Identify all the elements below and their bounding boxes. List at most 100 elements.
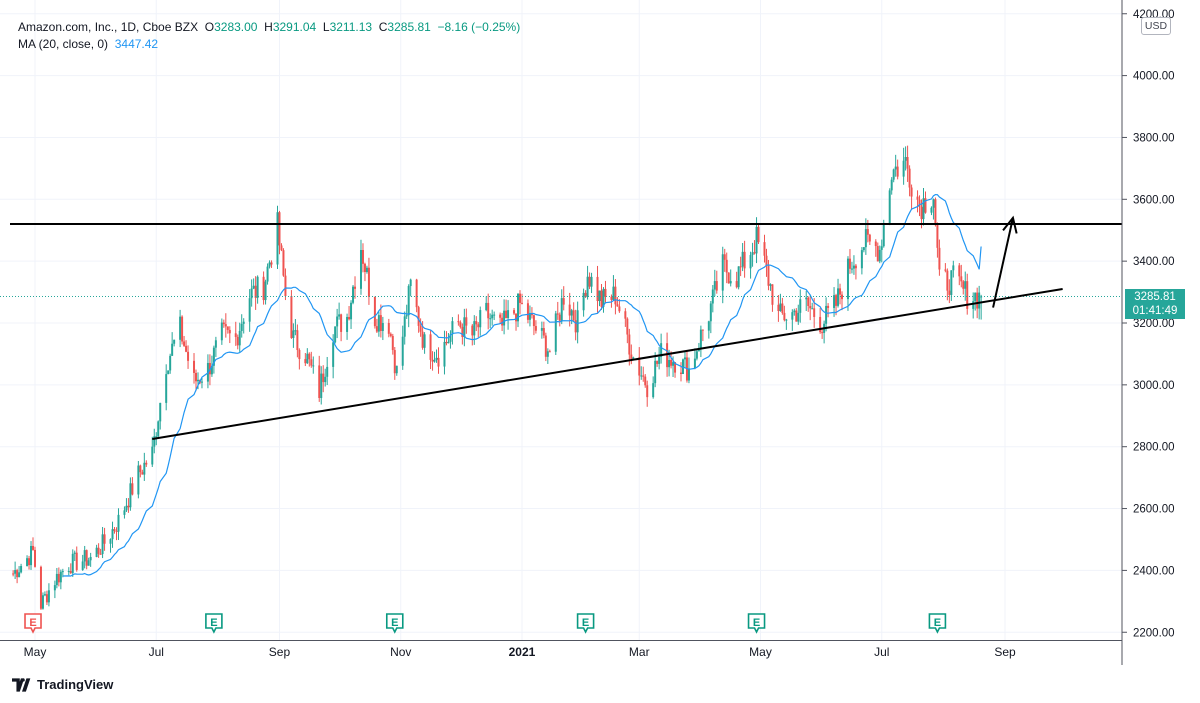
candle-body: [240, 323, 243, 331]
candle: [558, 312, 561, 327]
candle-body: [437, 357, 440, 367]
candle: [491, 309, 494, 326]
candle: [757, 224, 760, 245]
candle: [805, 290, 808, 311]
legend-ma-row[interactable]: MA (20, close, 0) 3447.42: [18, 36, 520, 53]
candle: [846, 256, 849, 311]
candle-body: [658, 356, 661, 364]
candle-body: [310, 359, 313, 366]
candle: [143, 452, 146, 481]
candle: [852, 255, 855, 275]
candle: [101, 526, 104, 559]
candle-body: [880, 246, 883, 250]
candle: [966, 273, 969, 315]
candle-body: [359, 249, 362, 289]
candle-body: [709, 303, 712, 322]
candle-body: [542, 328, 545, 336]
candle-body: [590, 276, 593, 287]
candle: [463, 308, 466, 347]
brand-name: TradingView: [37, 677, 114, 692]
candle-body: [699, 329, 702, 349]
candle: [878, 245, 881, 264]
candle-body: [143, 462, 146, 475]
candle-body: [405, 315, 408, 317]
candle-body: [365, 267, 368, 272]
candle: [681, 358, 684, 375]
candle-body: [546, 351, 549, 357]
currency-button[interactable]: USD: [1141, 17, 1171, 35]
chart-grid: [0, 0, 1122, 640]
candle: [960, 264, 963, 288]
earnings-marker[interactable]: E: [576, 613, 595, 634]
candle-body: [115, 530, 118, 532]
candle-body: [729, 281, 732, 284]
candle-body: [721, 254, 724, 291]
candle-body: [936, 225, 939, 248]
candle-body: [41, 595, 44, 609]
candle: [270, 260, 273, 268]
candle: [888, 188, 891, 226]
candle-body: [697, 348, 700, 352]
candle-body: [477, 324, 480, 328]
candle-body: [908, 168, 911, 188]
candle: [530, 307, 533, 319]
candle-body: [224, 324, 227, 327]
earnings-marker[interactable]: E: [24, 613, 42, 634]
candle: [517, 293, 520, 328]
candle-body: [429, 334, 432, 360]
candle-body: [338, 314, 341, 317]
candle-body: [417, 307, 420, 326]
candle-body: [781, 303, 784, 313]
candle: [823, 320, 826, 344]
candle: [393, 346, 396, 380]
candle: [95, 544, 98, 558]
candle-body: [212, 347, 215, 366]
candle-body: [14, 570, 17, 574]
candle: [298, 348, 301, 370]
candle: [799, 289, 802, 323]
rising-trendline: [152, 287, 1063, 440]
candle-body: [866, 229, 869, 235]
candle-body: [18, 572, 21, 578]
moving-average: [62, 193, 982, 577]
candle: [254, 276, 257, 310]
legend-low-label: L: [322, 20, 330, 34]
candle-body: [892, 169, 895, 180]
candle-body: [771, 284, 774, 305]
candle-body: [268, 262, 271, 267]
earnings-marker[interactable]: E: [385, 613, 404, 634]
candle: [252, 278, 255, 290]
candle-body: [966, 281, 969, 309]
earnings-marker[interactable]: E: [205, 613, 223, 634]
candle: [503, 299, 506, 335]
candle-body: [415, 279, 418, 308]
candle: [582, 288, 585, 317]
candle: [505, 299, 508, 319]
candle: [173, 339, 176, 347]
candle: [932, 198, 935, 220]
candle-body: [862, 247, 865, 251]
candle-body: [252, 285, 255, 289]
candle-body: [827, 305, 830, 308]
candle: [515, 313, 518, 331]
candle: [765, 248, 768, 277]
candle-body: [157, 421, 160, 437]
candle: [785, 318, 788, 330]
candle: [451, 317, 454, 345]
candle-body: [459, 322, 462, 327]
candle: [964, 271, 967, 301]
candle-body: [363, 263, 366, 272]
candle-body: [693, 358, 696, 369]
earnings-marker[interactable]: E: [928, 613, 947, 634]
candle: [860, 247, 863, 275]
tradingview-brand[interactable]: TradingView: [12, 677, 113, 692]
candle: [103, 527, 106, 551]
candle-body: [695, 351, 698, 359]
candle-body: [220, 322, 223, 341]
candle-body: [304, 359, 307, 364]
candle: [835, 293, 838, 316]
candle-body: [419, 325, 422, 332]
earnings-marker[interactable]: E: [747, 613, 766, 634]
candle: [69, 563, 72, 575]
